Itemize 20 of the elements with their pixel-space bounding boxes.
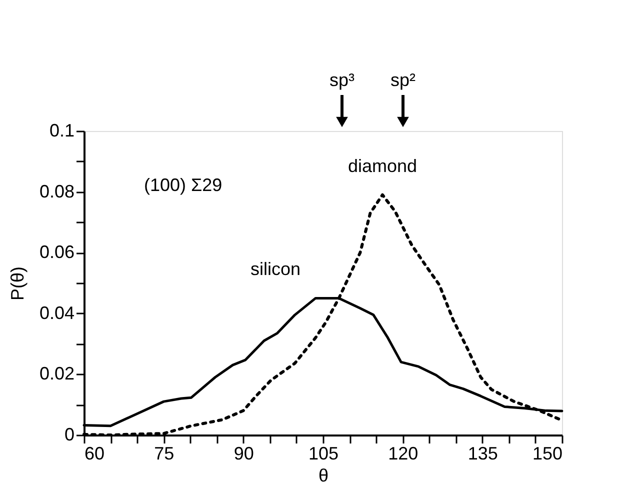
y-tick-label: 0.04 (39, 302, 74, 323)
x-axis-title: θ (318, 466, 329, 485)
x-tick-label: 150 (532, 444, 562, 464)
series-label: diamond (348, 156, 418, 176)
y-tick-label: 0.1 (49, 120, 74, 140)
x-tick-label: 60 (84, 444, 105, 464)
x-tick-label: 120 (388, 444, 418, 464)
y-tick-label: 0 (64, 424, 74, 444)
text: sp³ (329, 70, 355, 90)
x-tick-label: 90 (234, 444, 254, 464)
annotation: (100) Σ29 (144, 175, 222, 195)
x-tick-label: 135 (468, 444, 498, 464)
y-tick-label: 0.06 (39, 242, 74, 262)
x-tick-label: 75 (154, 444, 174, 464)
text: sp² (390, 70, 416, 90)
series-label: silicon (250, 259, 301, 280)
x-tick-label: 105 (308, 444, 339, 464)
y-tick-label: 0.02 (39, 364, 74, 384)
y-tick-label: 0.08 (39, 181, 74, 202)
y-axis-title: P(θ) (7, 266, 28, 301)
